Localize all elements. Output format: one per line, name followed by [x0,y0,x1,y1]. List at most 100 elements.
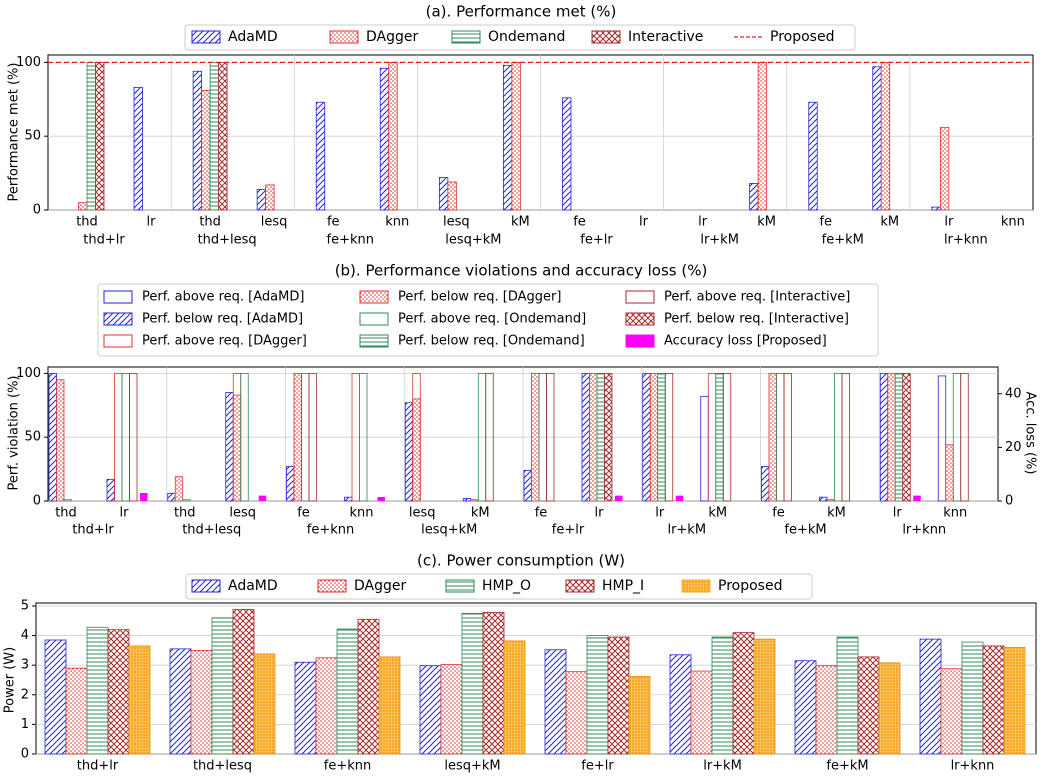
bar [378,656,401,755]
legend-label: HMP_I [602,578,644,594]
group-label: thd+lr [72,523,114,538]
chart-a-title: (a). Performance met (%) [426,3,617,21]
bar [65,667,88,755]
bar-below [642,372,651,502]
bar-below [589,372,598,502]
bar-below [894,372,904,502]
bar [857,656,880,755]
bar [690,670,713,755]
bar [919,638,942,755]
bar-above [700,395,709,502]
bar [388,61,398,211]
bar [544,649,567,755]
category-label: lr+knn [951,759,995,774]
bar [808,101,818,211]
bar-below [174,476,184,502]
bar [253,653,276,755]
bar [133,87,143,211]
group-label: fe+knn [307,523,354,538]
y2-tick-label: 0 [1005,494,1013,509]
bar-below [167,492,176,502]
y-tick-label: 100 [16,55,41,70]
bar [562,97,572,211]
bar [447,181,457,211]
y-tick-label: 5 [21,598,29,613]
bar [192,70,203,211]
bar [878,662,901,755]
y-tick-label: 100 [16,366,41,381]
legend-swatch [451,30,481,44]
bar-above [546,372,555,502]
bar-below [887,372,896,502]
group-label: thd+lesq [182,523,241,538]
bar-above [485,372,494,502]
category-label: thd+lr [77,759,119,774]
legend-label: Perf. below req. [DAgger] [398,290,561,305]
legend-label: Perf. below req. [Interactive] [664,312,849,327]
group-label: fe+kM [784,523,826,538]
bar-above [783,372,792,502]
bar [265,184,275,211]
bar-acc-loss [377,496,385,501]
chart-a-legend: AdaMD DAgger Ondemand Interactive Proposed [184,24,856,51]
bar [461,612,484,755]
bar-below [657,372,666,502]
group-label: lesq+kM [445,233,501,248]
legend-swatch [103,334,133,348]
chart-b-legend: Perf. above req. [AdaMD] Perf. below req.… [97,283,879,357]
bar [379,67,390,211]
group-label: fe+lr [580,233,613,248]
legend-swatch [565,579,595,593]
app-label: thd [55,506,77,521]
group-label: thd+lr [83,233,125,248]
legend-swatch [317,579,347,593]
app-label: lr [698,215,708,230]
bar [669,654,692,755]
legend-label: Accuracy loss [Proposed] [664,334,827,349]
y-tick-label: 0 [33,494,41,509]
bar-below [826,499,835,502]
bar [107,629,130,755]
app-label: lesq [229,506,256,521]
legend-label: Perf. above req. [AdaMD] [142,290,304,305]
legend-swatch [359,312,389,326]
bar [1003,647,1026,755]
legend-label: AdaMD [228,29,278,45]
bar [836,636,859,755]
legend-label: Perf. below req. [Ondemand] [398,334,585,349]
y-axis-label: Performance met (%) [7,63,22,202]
app-label: lesq [443,215,470,230]
bar [438,177,449,211]
group-label: fe+knn [327,233,374,248]
bar-acc-loss [913,495,921,501]
legend-label: Perf. below req. [AdaMD] [142,312,303,327]
bar [749,183,759,211]
bar [872,66,882,211]
bar-below [48,372,57,502]
bar [95,61,105,211]
legend-swatch [681,579,711,593]
bar [86,626,109,755]
bar-below [649,372,659,502]
bar [128,645,151,755]
app-label: fe [573,215,586,230]
bar-below [761,466,770,502]
group-label: thd+lesq [198,233,257,248]
bar-above [308,372,317,502]
bar-below [63,499,72,502]
bar [218,61,228,211]
bar [502,64,513,211]
bar [440,664,463,755]
legend-label: HMP_O [482,578,531,594]
y-tick-label: 3 [21,658,29,673]
legend-label: Interactive [628,29,703,45]
legend-swatch [329,30,359,44]
y-tick-label: 0 [33,203,41,218]
app-label: kM [757,215,776,230]
chart-b: (b). Performance violations and accuracy… [7,262,1038,538]
bar-below [293,372,302,502]
legend-label: Perf. above req. [Ondemand] [398,312,586,327]
app-label: lr [655,506,665,521]
bar [607,636,630,755]
bar-above [664,372,674,502]
